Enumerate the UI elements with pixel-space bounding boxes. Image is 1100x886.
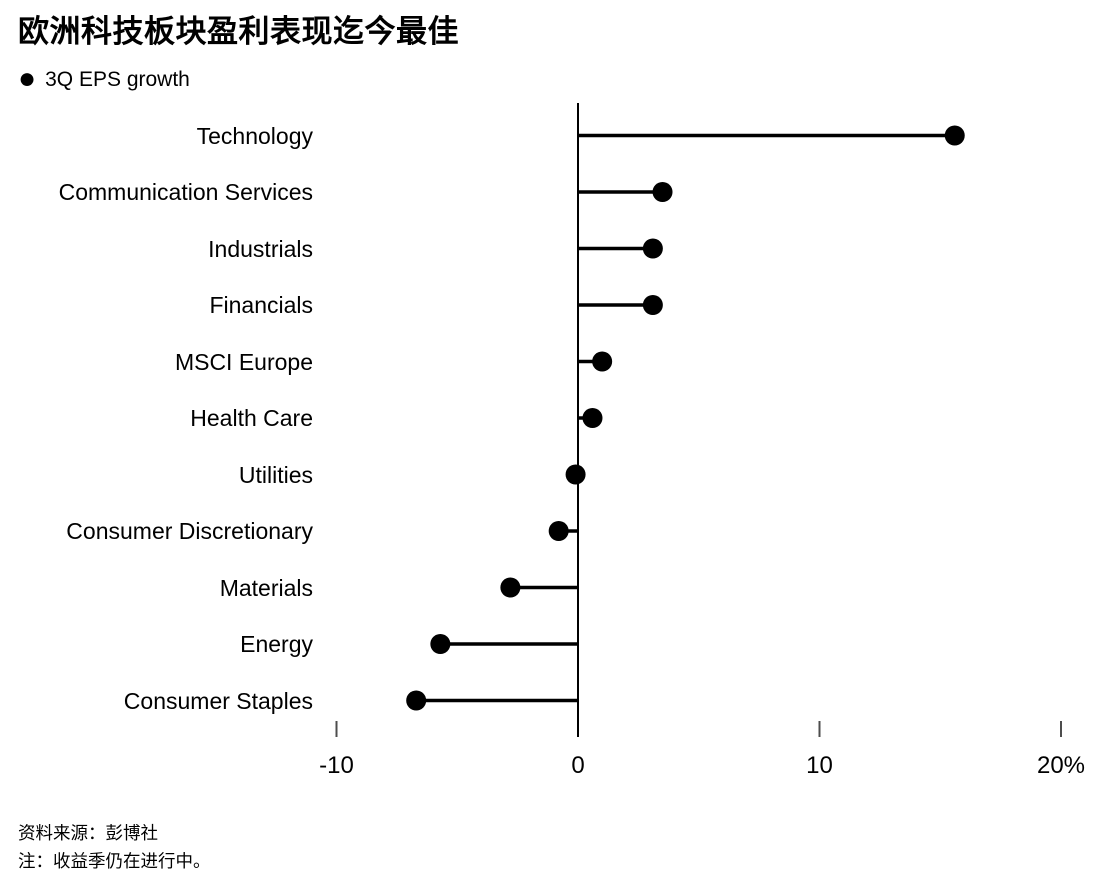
category-label: Communication Services: [58, 179, 313, 205]
tick-label: 0: [571, 752, 585, 779]
lollipop-dot: [500, 577, 521, 598]
category-label: Health Care: [190, 405, 313, 431]
category-label: Energy: [240, 631, 313, 657]
category-label: Consumer Discretionary: [66, 518, 313, 544]
source-text: 资料来源：彭博社: [18, 823, 158, 843]
chart-title: 欧洲科技板块盈利表现迄今最佳: [18, 14, 459, 49]
legend-dot-icon: ●: [18, 62, 37, 95]
category-label: Technology: [196, 122, 313, 149]
category-label: Consumer Staples: [123, 687, 313, 714]
category-label: Utilities: [238, 461, 313, 488]
category-label: Financials: [209, 292, 313, 318]
tick-label: 10: [806, 752, 833, 779]
lollipop-dot: [642, 295, 663, 315]
lollipop-dot: [642, 238, 663, 259]
note-text: 注：收益季仍在进行中。: [18, 851, 211, 871]
legend-series-label: 3Q EPS growth: [45, 68, 190, 91]
lollipop-dot: [944, 125, 965, 146]
category-label: MSCI Europe: [174, 348, 313, 375]
category-label: Materials: [219, 574, 313, 601]
chart-footer: 资料来源：彭博社 注：收益季仍在进行中。: [18, 819, 211, 875]
lollipop-dot: [592, 351, 613, 372]
category-label: Industrials: [208, 235, 313, 262]
lollipop-dot: [582, 408, 603, 428]
lollipop-dot: [406, 690, 427, 711]
tick-label: 20%: [1036, 752, 1086, 779]
lollipop-dot: [565, 464, 586, 485]
legend: ● 3Q EPS growth: [18, 62, 190, 95]
lollipop-dot: [652, 182, 673, 202]
lollipop-dot: [548, 521, 569, 541]
tick-label: -10: [319, 752, 354, 779]
lollipop-dot: [430, 634, 451, 654]
lollipop-chart: [335, 103, 1062, 737]
